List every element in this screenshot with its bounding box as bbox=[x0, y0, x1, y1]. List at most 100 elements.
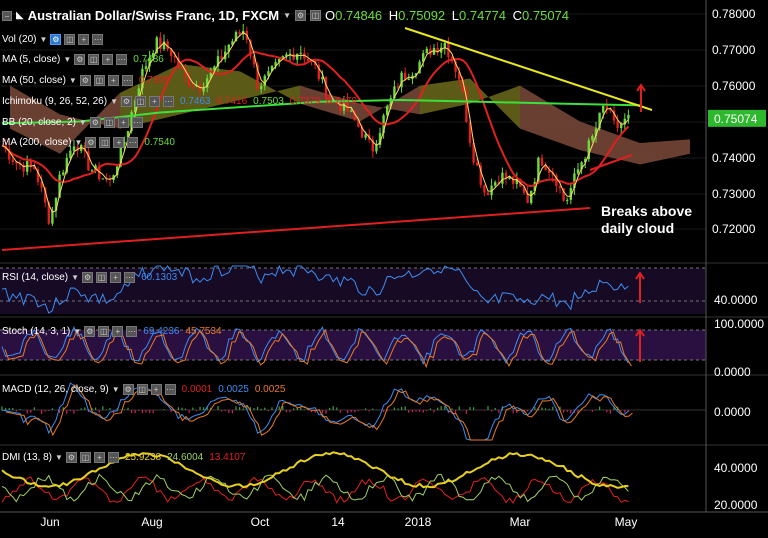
indicator-label[interactable]: BB (20, close, 2) bbox=[2, 117, 76, 128]
more-icon[interactable]: ⋯ bbox=[162, 96, 174, 107]
dropdown-icon[interactable]: ▼ bbox=[78, 118, 87, 127]
hide-icon[interactable]: ◫ bbox=[96, 272, 108, 283]
add-icon[interactable]: + bbox=[117, 117, 129, 128]
settings-icon[interactable]: ⚙ bbox=[295, 10, 307, 21]
candle-body bbox=[11, 159, 14, 162]
candle-body bbox=[357, 119, 360, 127]
gear-icon[interactable]: ⚙ bbox=[65, 452, 77, 463]
more-icon[interactable]: ⋯ bbox=[124, 272, 136, 283]
candle-body bbox=[87, 151, 90, 171]
time-tick-label: May bbox=[615, 515, 638, 529]
candle-body bbox=[51, 210, 54, 224]
hide-icon[interactable]: ◫ bbox=[93, 75, 105, 86]
gear-icon[interactable]: ⚙ bbox=[89, 117, 101, 128]
symbol-dropdown-icon[interactable]: ▼ bbox=[283, 11, 292, 20]
dropdown-icon[interactable]: ▼ bbox=[63, 55, 72, 64]
gear-icon[interactable]: ⚙ bbox=[122, 384, 134, 395]
hide-icon[interactable]: ◫ bbox=[310, 10, 322, 21]
hide-icon[interactable]: ◫ bbox=[103, 117, 115, 128]
macd-label[interactable]: MACD (12, 26, close, 9) bbox=[2, 384, 109, 395]
dropdown-icon[interactable]: ▼ bbox=[111, 385, 120, 394]
add-icon[interactable]: + bbox=[112, 326, 124, 337]
indicator-legend-row[interactable]: MA (5, close) ▼ ⚙ ◫ + ⋯ 0.7486 bbox=[2, 54, 164, 65]
add-icon[interactable]: + bbox=[93, 452, 105, 463]
dropdown-icon[interactable]: ▼ bbox=[68, 76, 77, 85]
gear-icon[interactable]: ⚙ bbox=[50, 34, 62, 45]
dropdown-icon[interactable]: ▼ bbox=[73, 327, 82, 336]
candle-body bbox=[569, 188, 572, 200]
candle-body bbox=[292, 53, 295, 60]
macd-value: 0.0025 bbox=[254, 384, 286, 395]
rsi-legend[interactable]: RSI (14, close) ▼ ⚙ ◫ + ⋯ 60.1303 bbox=[2, 272, 177, 283]
more-icon[interactable]: ⋯ bbox=[126, 326, 138, 337]
gear-icon[interactable]: ⚙ bbox=[82, 272, 94, 283]
stoch-legend[interactable]: Stoch (14, 3, 1) ▼ ⚙ ◫ + ⋯ 69.4236 45.7534 bbox=[2, 326, 222, 337]
add-icon[interactable]: + bbox=[107, 75, 119, 86]
gear-icon[interactable]: ⚙ bbox=[120, 96, 132, 107]
add-icon[interactable]: + bbox=[150, 384, 162, 395]
candle-body bbox=[18, 163, 22, 165]
candle-body bbox=[576, 169, 580, 174]
candle-body bbox=[353, 110, 356, 120]
dropdown-icon[interactable]: ▼ bbox=[55, 453, 63, 462]
more-icon[interactable]: ⋯ bbox=[164, 384, 176, 395]
symbol-title[interactable]: Australian Dollar/Swiss Franc, 1D, FXCM bbox=[27, 8, 280, 23]
gear-icon[interactable]: ⚙ bbox=[79, 75, 91, 86]
candle-body bbox=[558, 186, 562, 189]
indicator-legend-row[interactable]: Vol (20) ▼ ⚙ ◫ + ⋯ bbox=[2, 34, 104, 45]
more-icon[interactable]: ⋯ bbox=[107, 452, 119, 463]
candle-body bbox=[540, 157, 544, 166]
candle-body bbox=[573, 173, 576, 189]
hide-icon[interactable]: ◫ bbox=[64, 34, 76, 45]
candle-body bbox=[612, 110, 616, 121]
more-icon[interactable]: ⋯ bbox=[116, 54, 128, 65]
rsi-label[interactable]: RSI (14, close) bbox=[2, 272, 69, 283]
indicator-value: 0.7463 bbox=[179, 96, 211, 107]
dropdown-icon[interactable]: ▼ bbox=[71, 273, 80, 282]
dropdown-icon[interactable]: ▼ bbox=[39, 35, 48, 44]
add-icon[interactable]: + bbox=[148, 96, 160, 107]
indicator-label[interactable]: Vol (20) bbox=[2, 34, 37, 45]
gear-icon[interactable]: ⚙ bbox=[85, 137, 97, 148]
add-icon[interactable]: + bbox=[102, 54, 114, 65]
dmi-legend[interactable]: DMI (13, 8) ▼ ⚙ ◫ + ⋯ 25.9238 24.6004 13.4107 bbox=[2, 452, 245, 463]
hide-icon[interactable]: ◫ bbox=[98, 326, 110, 337]
stoch-label[interactable]: Stoch (14, 3, 1) bbox=[2, 326, 71, 337]
indicator-label[interactable]: Ichimoku (9, 26, 52, 26) bbox=[2, 96, 108, 107]
more-icon[interactable]: ⋯ bbox=[127, 137, 139, 148]
indicator-legend-row[interactable]: BB (20, close, 2) ▼ ⚙ ◫ + ⋯ bbox=[2, 117, 143, 128]
time-tick-label: Mar bbox=[510, 515, 531, 529]
hide-icon[interactable]: ◫ bbox=[136, 384, 148, 395]
hide-icon[interactable]: ◫ bbox=[134, 96, 146, 107]
dmi-label[interactable]: DMI (13, 8) bbox=[2, 452, 53, 463]
hide-icon[interactable]: ◫ bbox=[88, 54, 100, 65]
candle-body bbox=[227, 44, 230, 52]
candle-body bbox=[94, 165, 97, 171]
dropdown-icon[interactable]: ▼ bbox=[110, 97, 118, 106]
symbol-flag-icon: ◣ bbox=[16, 10, 24, 21]
add-icon[interactable]: + bbox=[113, 137, 125, 148]
add-icon[interactable]: + bbox=[78, 34, 90, 45]
gear-icon[interactable]: ⚙ bbox=[84, 326, 96, 337]
more-icon[interactable]: ⋯ bbox=[131, 117, 143, 128]
add-icon[interactable]: + bbox=[110, 272, 122, 283]
indicator-label[interactable]: MA (5, close) bbox=[2, 54, 61, 65]
candle-body bbox=[533, 182, 536, 191]
indicator-legend-row[interactable]: Ichimoku (9, 26, 52, 26) ▼ ⚙ ◫ + ⋯ 0.7463 0.741… bbox=[2, 96, 357, 107]
collapse-icon[interactable]: − bbox=[2, 10, 12, 21]
candle-body bbox=[490, 185, 493, 196]
indicator-label[interactable]: MA (200, close) bbox=[2, 137, 72, 148]
hide-icon[interactable]: ◫ bbox=[99, 137, 111, 148]
stoch-d-line bbox=[4, 328, 632, 369]
indicator-legend-row[interactable]: MA (50, close) ▼ ⚙ ◫ + ⋯ 0.7395 bbox=[2, 75, 169, 86]
dropdown-icon[interactable]: ▼ bbox=[74, 138, 83, 147]
macd-legend[interactable]: MACD (12, 26, close, 9) ▼ ⚙ ◫ + ⋯ 0.0001 0.0025… bbox=[2, 384, 285, 395]
hide-icon[interactable]: ◫ bbox=[79, 452, 91, 463]
indicator-legend-row[interactable]: MA (200, close) ▼ ⚙ ◫ + ⋯ 0.7540 bbox=[2, 137, 175, 148]
candle-body bbox=[411, 75, 414, 79]
rsi-value: 60.1303 bbox=[141, 272, 178, 283]
more-icon[interactable]: ⋯ bbox=[121, 75, 133, 86]
more-icon[interactable]: ⋯ bbox=[92, 34, 104, 45]
indicator-label[interactable]: MA (50, close) bbox=[2, 75, 66, 86]
gear-icon[interactable]: ⚙ bbox=[74, 54, 86, 65]
